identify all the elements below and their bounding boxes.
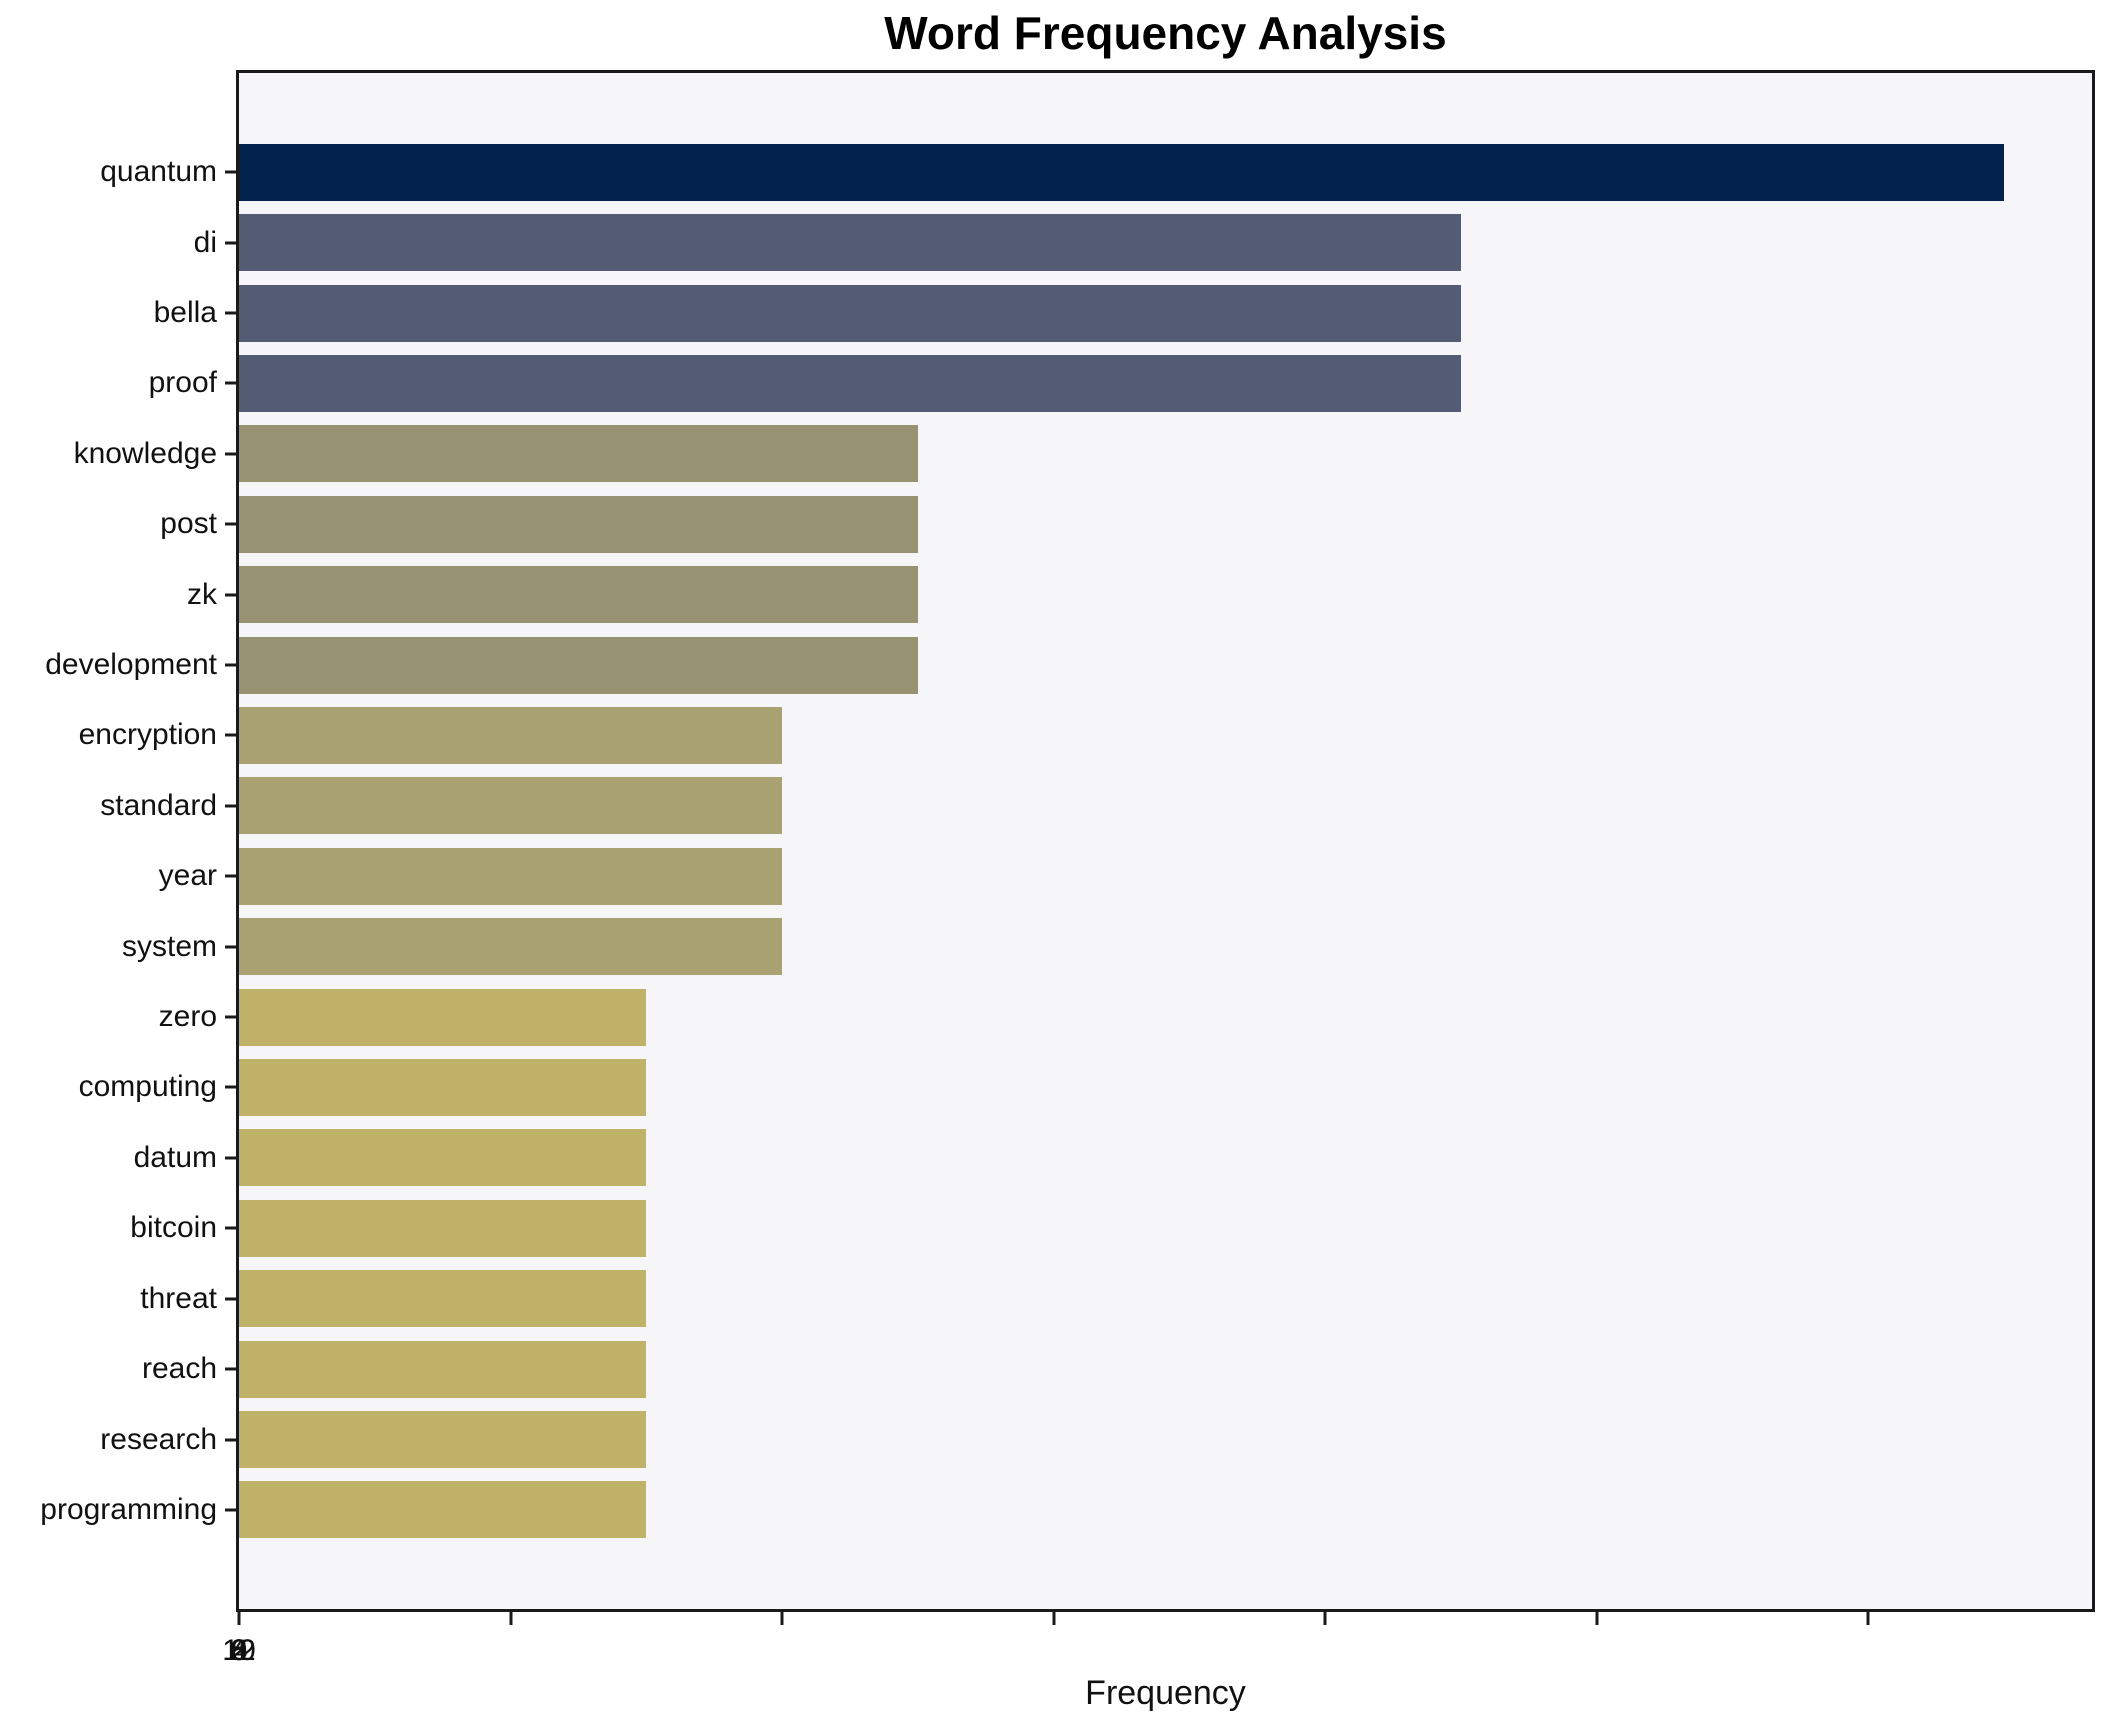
y-tick-mark	[225, 593, 236, 597]
bar-row: post	[160, 489, 2092, 559]
x-axis: 0 2 4 6 8 10 12	[222, 1612, 2092, 1682]
y-tick-label: bella	[153, 296, 217, 330]
y-tick-mark	[225, 522, 236, 526]
y-tick-mark	[225, 381, 236, 385]
bar-row: development	[45, 630, 2092, 700]
bar-row: bitcoin	[130, 1193, 2092, 1263]
bar	[239, 847, 782, 905]
y-tick-label: proof	[148, 366, 217, 400]
bar-row: programming	[40, 1475, 2092, 1545]
y-tick-label: computing	[78, 1070, 217, 1104]
y-tick-label: year	[158, 859, 217, 893]
x-tick-mark	[509, 1612, 512, 1625]
y-tick-label: threat	[140, 1281, 217, 1315]
y-tick-label: quantum	[100, 155, 217, 189]
bar-row: zk	[187, 559, 2092, 629]
bar	[239, 1270, 647, 1328]
x-tick-label: 0	[230, 1634, 248, 1667]
x-tick-mark	[237, 1612, 241, 1625]
y-tick-mark	[225, 733, 236, 737]
bar	[239, 1411, 647, 1469]
y-tick-label: zero	[158, 1000, 217, 1034]
bar-row: threat	[140, 1264, 2092, 1334]
bar	[239, 1129, 647, 1187]
x-tick-mark	[1052, 1612, 1055, 1625]
x-tick-mark	[1595, 1612, 1598, 1625]
bar	[239, 284, 1461, 342]
y-tick-mark	[225, 1297, 236, 1301]
y-tick-mark	[225, 1015, 236, 1019]
bar-row: bella	[154, 278, 2092, 348]
bar-row: standard	[100, 771, 2092, 841]
bar	[239, 706, 782, 764]
y-tick-mark	[225, 663, 236, 667]
x-tick-label: 6	[230, 1634, 248, 1667]
y-tick-mark	[225, 1438, 236, 1442]
y-tick-label: programming	[40, 1492, 217, 1526]
bar	[239, 918, 782, 976]
y-tick-label: zk	[187, 577, 217, 611]
bar	[239, 1481, 647, 1539]
x-tick-mark	[780, 1612, 784, 1625]
y-tick-mark	[225, 1226, 236, 1230]
y-tick-mark	[225, 1367, 236, 1371]
bar	[239, 214, 1461, 272]
y-tick-label: development	[45, 648, 217, 682]
bar-row: system	[122, 911, 2092, 981]
y-tick-mark	[225, 804, 236, 808]
y-tick-mark	[225, 311, 236, 315]
bar	[239, 425, 918, 483]
x-tick-mark	[1323, 1612, 1327, 1625]
bar	[239, 1199, 647, 1257]
y-tick-label: system	[121, 929, 217, 963]
bar-row: research	[100, 1404, 2092, 1474]
y-tick-mark	[225, 170, 236, 174]
bar	[239, 636, 918, 694]
y-tick-label: research	[100, 1422, 217, 1456]
y-tick-label: knowledge	[73, 436, 217, 470]
plot-area: quantum di bella proof knowledge post zk develo…	[40, 70, 2095, 1612]
bar	[239, 566, 918, 624]
x-tick-label: 8	[230, 1634, 248, 1667]
bar-row: computing	[79, 1052, 2092, 1122]
bar	[239, 495, 918, 553]
chart-title: Word Frequency Analysis	[884, 7, 1447, 59]
bar	[239, 1340, 647, 1398]
bar-row: di	[194, 207, 2092, 277]
bar-row: zero	[159, 982, 2092, 1052]
bar	[239, 777, 782, 835]
bar-row: proof	[149, 348, 2092, 418]
bar-row: reach	[142, 1334, 2092, 1404]
bar-row: datum	[134, 1123, 2092, 1193]
bar-row: year	[159, 841, 2092, 911]
y-tick-mark	[225, 945, 236, 949]
y-tick-label: datum	[133, 1140, 217, 1174]
y-tick-mark	[225, 1508, 236, 1512]
y-tick-mark	[225, 452, 236, 456]
y-tick-label: di	[193, 225, 217, 259]
y-tick-mark	[225, 1156, 236, 1160]
x-tick-mark	[1866, 1612, 1870, 1625]
y-tick-mark	[225, 1085, 236, 1089]
y-tick-mark	[225, 874, 236, 878]
bar	[239, 1058, 647, 1116]
x-tick-label: 4	[230, 1634, 248, 1667]
bar-row: quantum	[100, 137, 2092, 207]
bar	[239, 354, 1461, 412]
bar-row: knowledge	[74, 419, 2092, 489]
y-tick-label: standard	[100, 788, 217, 822]
x-tick-label: 2	[230, 1634, 248, 1667]
y-tick-label: encryption	[78, 718, 217, 752]
y-tick-label: post	[160, 507, 217, 541]
bar	[239, 143, 2004, 201]
x-axis-label: Frequency	[1085, 1674, 1246, 1712]
y-tick-mark	[225, 241, 236, 245]
y-tick-label: bitcoin	[130, 1211, 217, 1245]
bar-row: encryption	[79, 700, 2092, 770]
x-tick-label: 10	[222, 1634, 256, 1667]
bar	[239, 988, 647, 1046]
y-tick-label: reach	[141, 1352, 217, 1386]
x-tick-label: 12	[222, 1634, 256, 1667]
